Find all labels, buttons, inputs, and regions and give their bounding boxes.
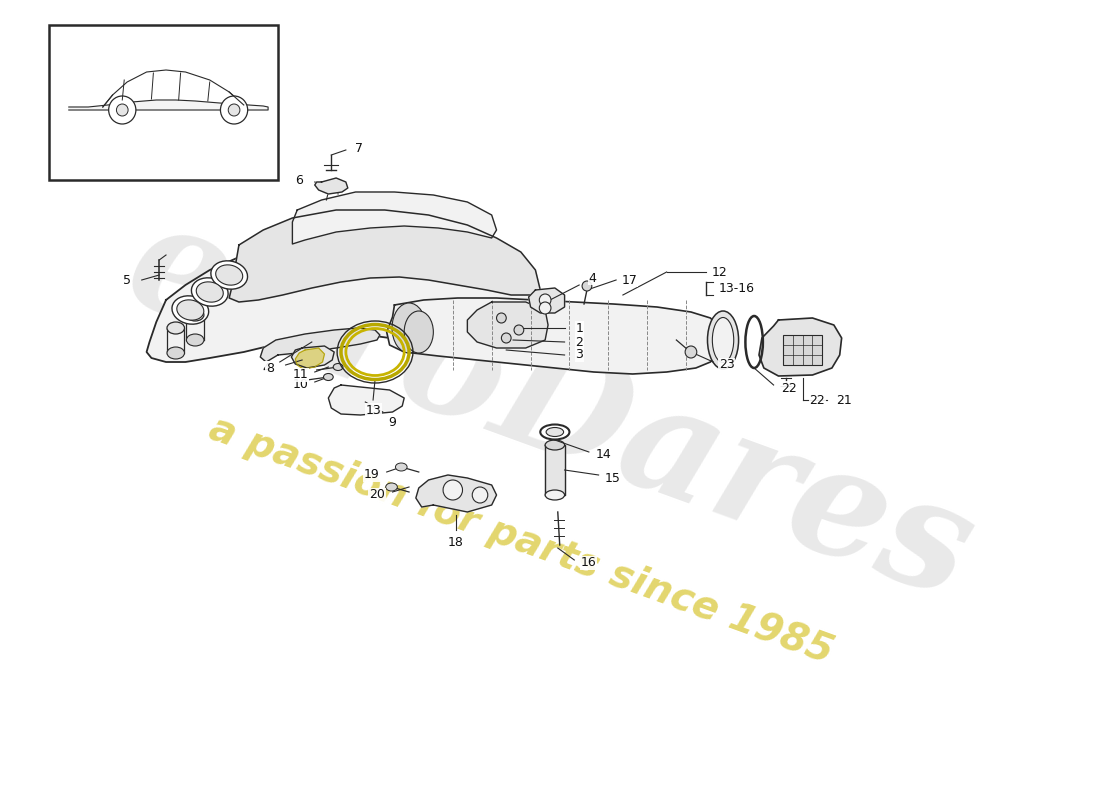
- Ellipse shape: [395, 463, 407, 471]
- Circle shape: [582, 281, 592, 291]
- Ellipse shape: [211, 261, 248, 289]
- Ellipse shape: [216, 265, 243, 285]
- Text: 15: 15: [604, 471, 620, 485]
- Text: 13: 13: [365, 403, 381, 417]
- Polygon shape: [293, 192, 496, 244]
- Polygon shape: [69, 100, 268, 110]
- Ellipse shape: [707, 311, 738, 369]
- Circle shape: [443, 480, 462, 500]
- Text: 13-16: 13-16: [718, 282, 755, 294]
- Ellipse shape: [333, 363, 343, 370]
- Text: 9: 9: [388, 415, 396, 429]
- Ellipse shape: [713, 318, 734, 362]
- Text: 2: 2: [575, 335, 583, 349]
- Circle shape: [539, 302, 551, 314]
- Text: 7: 7: [355, 142, 363, 154]
- Text: 14: 14: [595, 449, 612, 462]
- Circle shape: [685, 346, 696, 358]
- Ellipse shape: [186, 309, 204, 321]
- Polygon shape: [295, 348, 324, 369]
- Polygon shape: [529, 288, 564, 313]
- Circle shape: [539, 294, 551, 306]
- Polygon shape: [146, 238, 548, 362]
- Ellipse shape: [546, 490, 564, 500]
- Bar: [783, 335, 822, 365]
- Ellipse shape: [392, 303, 426, 353]
- Polygon shape: [229, 210, 540, 302]
- Text: 1: 1: [575, 322, 583, 334]
- Text: 22: 22: [781, 382, 798, 394]
- Circle shape: [514, 325, 524, 335]
- Circle shape: [228, 104, 240, 116]
- Circle shape: [502, 333, 512, 343]
- Text: 19: 19: [363, 469, 379, 482]
- Text: 20: 20: [368, 489, 385, 502]
- Text: euroDares: euroDares: [109, 189, 991, 631]
- Text: 23: 23: [719, 358, 735, 371]
- Circle shape: [496, 313, 506, 323]
- Text: 10: 10: [293, 378, 308, 391]
- Polygon shape: [416, 475, 496, 512]
- Ellipse shape: [186, 334, 204, 346]
- Polygon shape: [329, 385, 404, 415]
- Ellipse shape: [191, 278, 228, 306]
- Text: 6: 6: [295, 174, 304, 186]
- Bar: [50, 25, 278, 180]
- Polygon shape: [759, 318, 842, 376]
- Text: 11: 11: [293, 369, 308, 382]
- Ellipse shape: [172, 296, 209, 324]
- Text: 8: 8: [266, 362, 274, 374]
- Text: 22: 22: [810, 394, 825, 406]
- Text: 4: 4: [588, 271, 596, 285]
- Polygon shape: [292, 346, 334, 368]
- Text: a passion for parts since 1985: a passion for parts since 1985: [204, 409, 838, 671]
- Ellipse shape: [546, 440, 564, 450]
- Polygon shape: [315, 178, 348, 194]
- Polygon shape: [261, 328, 380, 362]
- Ellipse shape: [167, 347, 185, 359]
- Circle shape: [109, 96, 136, 124]
- Circle shape: [117, 104, 128, 116]
- Ellipse shape: [196, 282, 223, 302]
- Ellipse shape: [546, 427, 563, 437]
- Text: 16: 16: [581, 557, 597, 570]
- Text: 17: 17: [621, 274, 638, 286]
- Polygon shape: [468, 302, 548, 348]
- Text: 18: 18: [448, 535, 463, 549]
- Text: 21: 21: [836, 394, 851, 406]
- Ellipse shape: [404, 311, 433, 353]
- Text: 4: 4: [262, 362, 271, 374]
- Polygon shape: [387, 298, 723, 374]
- Text: 3: 3: [575, 349, 583, 362]
- Circle shape: [220, 96, 248, 124]
- Ellipse shape: [386, 483, 397, 491]
- Polygon shape: [546, 445, 564, 495]
- Ellipse shape: [167, 322, 185, 334]
- Ellipse shape: [323, 374, 333, 381]
- Text: 12: 12: [712, 266, 727, 278]
- Circle shape: [472, 487, 487, 503]
- Ellipse shape: [177, 300, 204, 320]
- Text: 5: 5: [123, 274, 131, 286]
